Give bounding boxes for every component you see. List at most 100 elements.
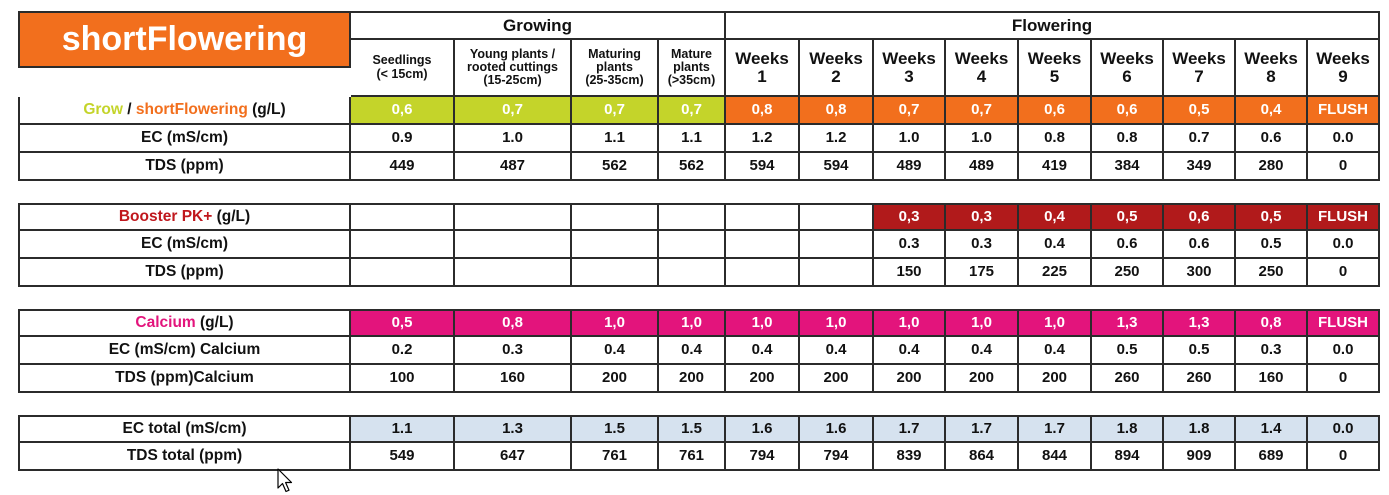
grow-tds-label: TDS (ppm) <box>18 153 351 181</box>
total-ec-cell: 1.8 <box>1092 415 1164 443</box>
total-ec-cell: 0.0 <box>1308 415 1380 443</box>
booster-tds-cell: 300 <box>1164 259 1236 287</box>
booster-ec-cell: 0.5 <box>1236 231 1308 259</box>
week-7-header: Weeks 7 <box>1164 40 1236 97</box>
grow-ec-cell: 1.2 <box>726 125 800 153</box>
calcium-ec-cell: 0.4 <box>1019 337 1092 365</box>
grow-dose-cell: 0,5 <box>1164 97 1236 125</box>
booster-dose-cell <box>455 203 572 231</box>
booster-ec-cell <box>726 231 800 259</box>
total-tds-cell: 647 <box>455 443 572 471</box>
calcium-ec-cell: 0.2 <box>351 337 455 365</box>
total-tds-cell: 761 <box>659 443 726 471</box>
booster-tds-cell <box>351 259 455 287</box>
grow-dose-cell: 0,7 <box>572 97 659 125</box>
calcium-ec-cell: 0.5 <box>1164 337 1236 365</box>
grow-label-short: shortFlowering <box>135 100 248 118</box>
grow-tds-cell: 280 <box>1236 153 1308 181</box>
booster-tds-cell <box>726 259 800 287</box>
booster-dose-cell: 0,5 <box>1092 203 1164 231</box>
calcium-tds-cell: 200 <box>874 365 946 393</box>
total-tds-cell: 909 <box>1164 443 1236 471</box>
booster-tds-cell <box>455 259 572 287</box>
grow-ec-cell: 0.7 <box>1164 125 1236 153</box>
calcium-dose-cell: 0,8 <box>455 309 572 337</box>
calcium-dose-cell: 1,0 <box>726 309 800 337</box>
total-tds-cell: 761 <box>572 443 659 471</box>
grow-tds-cell: 487 <box>455 153 572 181</box>
calcium-ec-cell: 0.4 <box>659 337 726 365</box>
calcium-ec-cell: 0.4 <box>800 337 874 365</box>
grow-tds-cell: 489 <box>946 153 1019 181</box>
total-tds-cell: 689 <box>1236 443 1308 471</box>
calcium-dose-cell: 1,3 <box>1092 309 1164 337</box>
booster-ec-cell <box>659 231 726 259</box>
grow-dose-cell: FLUSH <box>1308 97 1380 125</box>
total-ec-cell: 1.7 <box>1019 415 1092 443</box>
stage-mature-plants-header: Mature plants (>35cm) <box>659 40 726 97</box>
grow-dose-cell: 0,6 <box>1092 97 1164 125</box>
calcium-tds-cell: 200 <box>800 365 874 393</box>
total-tds-cell: 0 <box>1308 443 1380 471</box>
booster-ec-cell: 0.4 <box>1019 231 1092 259</box>
total-ec-cell: 1.4 <box>1236 415 1308 443</box>
booster-tds-cell: 225 <box>1019 259 1092 287</box>
booster-tds-cell <box>572 259 659 287</box>
calcium-ec-cell: 0.0 <box>1308 337 1380 365</box>
schedule-title: shortFlowering <box>18 11 351 68</box>
section-spacer <box>18 287 1380 309</box>
grow-tds-cell: 419 <box>1019 153 1092 181</box>
booster-ec-cell: 0.3 <box>874 231 946 259</box>
calcium-ec-cell: 0.5 <box>1092 337 1164 365</box>
grow-ec-label: EC (mS/cm) <box>18 125 351 153</box>
booster-ec-cell: 0.6 <box>1092 231 1164 259</box>
week-9-header: Weeks 9 <box>1308 40 1380 97</box>
booster-ec-cell: 0.6 <box>1164 231 1236 259</box>
grow-tds-cell: 489 <box>874 153 946 181</box>
calcium-dose-cell: 1,0 <box>1019 309 1092 337</box>
calcium-dose-cell: 0,8 <box>1236 309 1308 337</box>
calcium-tds-cell: 160 <box>455 365 572 393</box>
booster-ec-cell <box>455 231 572 259</box>
grow-tds-cell: 0 <box>1308 153 1380 181</box>
total-ec-cell: 1.6 <box>726 415 800 443</box>
calcium-dose-cell: FLUSH <box>1308 309 1380 337</box>
week-3-header: Weeks 3 <box>874 40 946 97</box>
week-8-header: Weeks 8 <box>1236 40 1308 97</box>
grow-label-unit: (g/L) <box>247 100 286 118</box>
mouse-pointer-icon <box>277 468 293 493</box>
booster-dose-cell: 0,5 <box>1236 203 1308 231</box>
grow-ec-cell: 0.9 <box>351 125 455 153</box>
calcium-dose-cell: 1,0 <box>946 309 1019 337</box>
calcium-tds-cell: 200 <box>659 365 726 393</box>
booster-tds-label: TDS (ppm) <box>18 259 351 287</box>
total-tds-cell: 864 <box>946 443 1019 471</box>
total-ec-cell: 1.6 <box>800 415 874 443</box>
calcium-ec-cell: 0.4 <box>874 337 946 365</box>
booster-ec-cell <box>351 231 455 259</box>
grow-dose-cell: 0,7 <box>946 97 1019 125</box>
grow-ec-cell: 0.6 <box>1236 125 1308 153</box>
section-spacer <box>18 181 1380 203</box>
booster-dose-cell: 0,4 <box>1019 203 1092 231</box>
calcium-label-name: Calcium <box>135 313 196 331</box>
grow-label-separator: / <box>122 100 136 118</box>
calcium-ec-cell: 0.4 <box>726 337 800 365</box>
calcium-ec-cell: 0.4 <box>572 337 659 365</box>
calcium-tds-cell: 260 <box>1164 365 1236 393</box>
calcium-ec-cell: 0.3 <box>455 337 572 365</box>
booster-tds-cell: 150 <box>874 259 946 287</box>
grow-dose-cell: 0,6 <box>351 97 455 125</box>
group-flowering-header: Flowering <box>726 11 1380 40</box>
grow-ec-cell: 1.0 <box>455 125 572 153</box>
grow-ec-cell: 0.8 <box>1019 125 1092 153</box>
calcium-tds-label: TDS (ppm)Calcium <box>18 365 351 393</box>
grow-tds-cell: 349 <box>1164 153 1236 181</box>
booster-dose-cell: 0,3 <box>946 203 1019 231</box>
booster-dose-cell <box>726 203 800 231</box>
booster-label-name: Booster PK+ <box>118 207 213 225</box>
total-ec-cell: 1.1 <box>351 415 455 443</box>
booster-ec-cell <box>572 231 659 259</box>
grow-ec-cell: 0.8 <box>1092 125 1164 153</box>
total-ec-cell: 1.7 <box>946 415 1019 443</box>
